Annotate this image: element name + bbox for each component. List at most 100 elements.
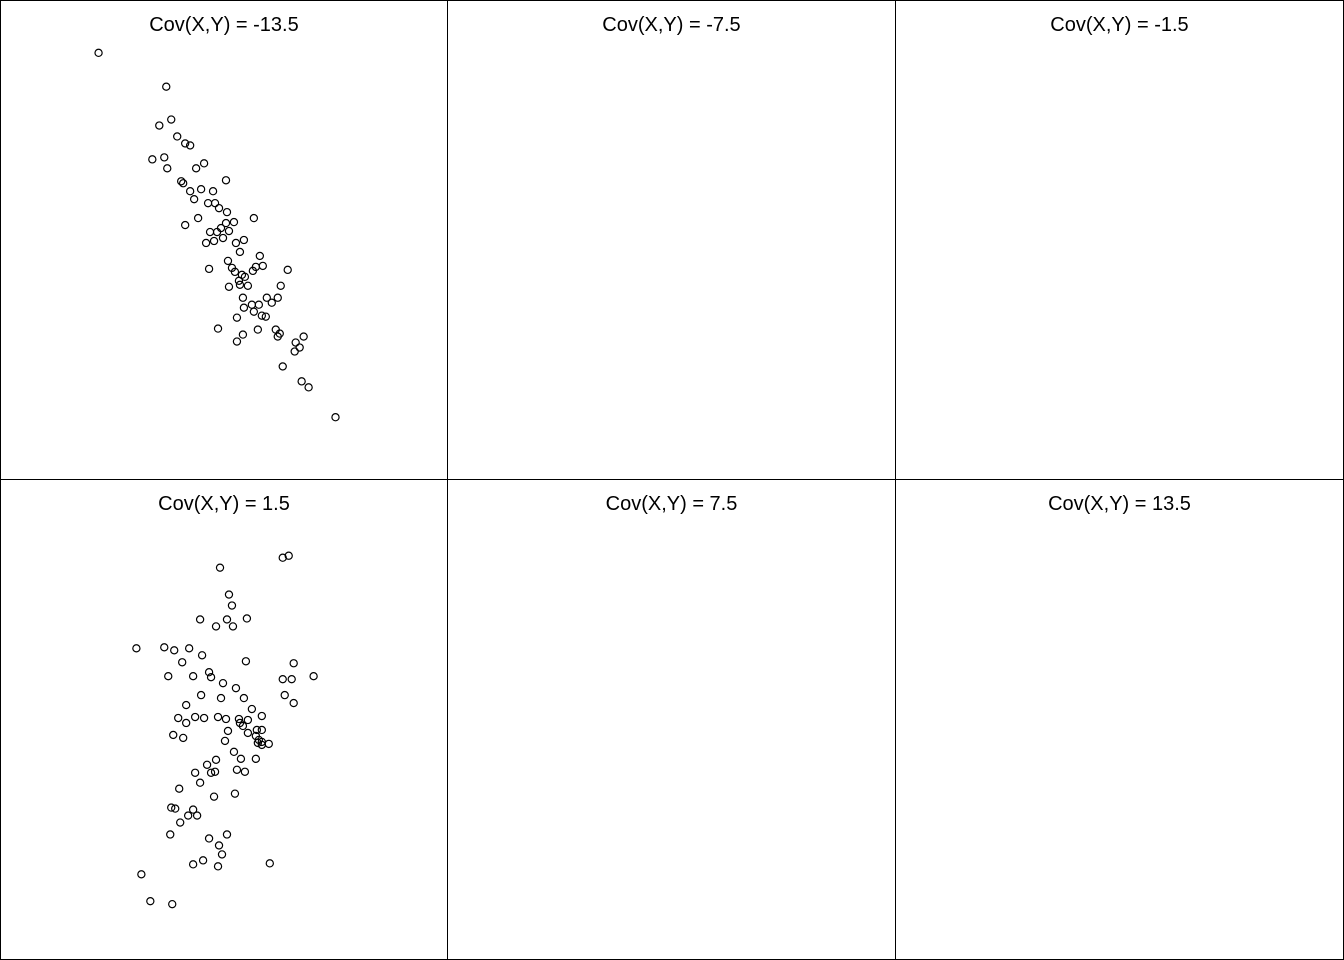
- data-point: [257, 311, 267, 320]
- data-point: [239, 235, 249, 245]
- scatter-plot-area: [448, 1, 895, 479]
- data-point: [264, 739, 273, 749]
- data-point: [202, 760, 212, 769]
- data-point: [196, 690, 206, 700]
- data-point: [236, 754, 246, 764]
- data-point: [290, 347, 299, 356]
- data-point: [231, 238, 241, 248]
- data-point: [227, 601, 237, 610]
- data-point: [188, 672, 198, 681]
- data-point: [273, 332, 282, 341]
- panel-title: Cov(X,Y) = -7.5: [602, 14, 741, 36]
- data-point: [169, 730, 178, 740]
- data-point: [291, 338, 300, 347]
- data-point: [176, 818, 185, 827]
- data-point: [180, 139, 190, 148]
- data-point: [253, 325, 263, 334]
- data-point: [222, 830, 232, 839]
- data-point: [168, 899, 177, 909]
- data-point: [255, 251, 265, 261]
- data-point: [238, 293, 248, 302]
- data-point: [212, 227, 222, 237]
- data-point: [261, 312, 270, 321]
- data-point: [289, 659, 298, 668]
- data-point: [223, 256, 233, 266]
- data-point: [209, 236, 219, 246]
- data-point: [167, 803, 176, 812]
- data-point: [173, 132, 182, 141]
- data-point: [204, 834, 214, 843]
- data-point: [132, 644, 141, 653]
- data-point: [228, 622, 238, 631]
- data-point: [170, 646, 179, 655]
- data-point: [180, 220, 190, 230]
- panel-title: Cov(X,Y) = 1.5: [158, 493, 290, 515]
- data-point: [230, 789, 240, 798]
- data-point: [309, 672, 318, 681]
- scatter-panel-cov-7-5: Cov(X,Y) = 7.5: [447, 479, 896, 960]
- scatter-plot-area: [896, 1, 1343, 479]
- data-point: [213, 712, 223, 722]
- data-point: [232, 765, 242, 774]
- scatter-panel-cov-neg-7-5: Cov(X,Y) = -7.5: [447, 0, 896, 480]
- data-point: [146, 897, 155, 906]
- data-point: [238, 721, 248, 731]
- data-point: [224, 226, 234, 236]
- data-point: [214, 841, 224, 850]
- data-point: [204, 264, 214, 274]
- data-point: [217, 850, 227, 859]
- data-point: [190, 712, 200, 722]
- data-point: [243, 728, 253, 738]
- data-point: [190, 768, 200, 777]
- data-point: [284, 551, 293, 560]
- data-point: [191, 164, 201, 173]
- data-point: [242, 614, 252, 623]
- data-point: [229, 217, 239, 227]
- data-point: [222, 207, 232, 217]
- data-point: [239, 303, 249, 312]
- scatter-plot-area: [94, 48, 340, 422]
- data-point: [188, 805, 198, 814]
- data-point: [164, 672, 173, 681]
- data-point: [184, 644, 194, 653]
- data-point: [278, 674, 287, 684]
- data-point: [234, 714, 244, 724]
- data-point: [280, 690, 289, 700]
- data-point: [249, 307, 259, 316]
- scatter-panel-cov-neg-13-5: Cov(X,Y) = -13.5: [0, 0, 448, 480]
- data-point: [216, 223, 226, 233]
- data-point: [224, 282, 234, 291]
- data-point: [304, 383, 313, 392]
- data-point: [215, 563, 225, 572]
- data-point: [221, 218, 231, 228]
- data-point: [195, 778, 205, 787]
- data-point: [239, 693, 249, 703]
- data-point: [206, 768, 216, 777]
- data-point: [206, 673, 216, 682]
- data-point: [148, 155, 157, 164]
- scatter-panel-cov-neg-1-5: Cov(X,Y) = -1.5: [895, 0, 1344, 480]
- scatter-plot-area: [448, 480, 895, 959]
- data-point: [214, 203, 224, 213]
- data-point: [238, 330, 248, 339]
- data-point: [232, 337, 242, 346]
- scatter-panel-cov-1-5: Cov(X,Y) = 1.5: [0, 479, 448, 960]
- data-point: [232, 313, 242, 322]
- data-point: [155, 121, 164, 130]
- data-point: [177, 177, 186, 186]
- data-point: [234, 276, 244, 285]
- data-point: [273, 293, 282, 302]
- data-point: [252, 725, 262, 735]
- data-point: [162, 82, 171, 91]
- panel-title: Cov(X,Y) = 13.5: [1048, 493, 1191, 515]
- data-point: [243, 715, 253, 725]
- data-point: [183, 811, 193, 820]
- data-point: [196, 185, 206, 194]
- data-point: [243, 281, 253, 290]
- data-point: [185, 141, 195, 150]
- data-point: [94, 48, 103, 58]
- data-point: [271, 325, 280, 334]
- data-point: [235, 280, 245, 289]
- data-point: [193, 213, 203, 223]
